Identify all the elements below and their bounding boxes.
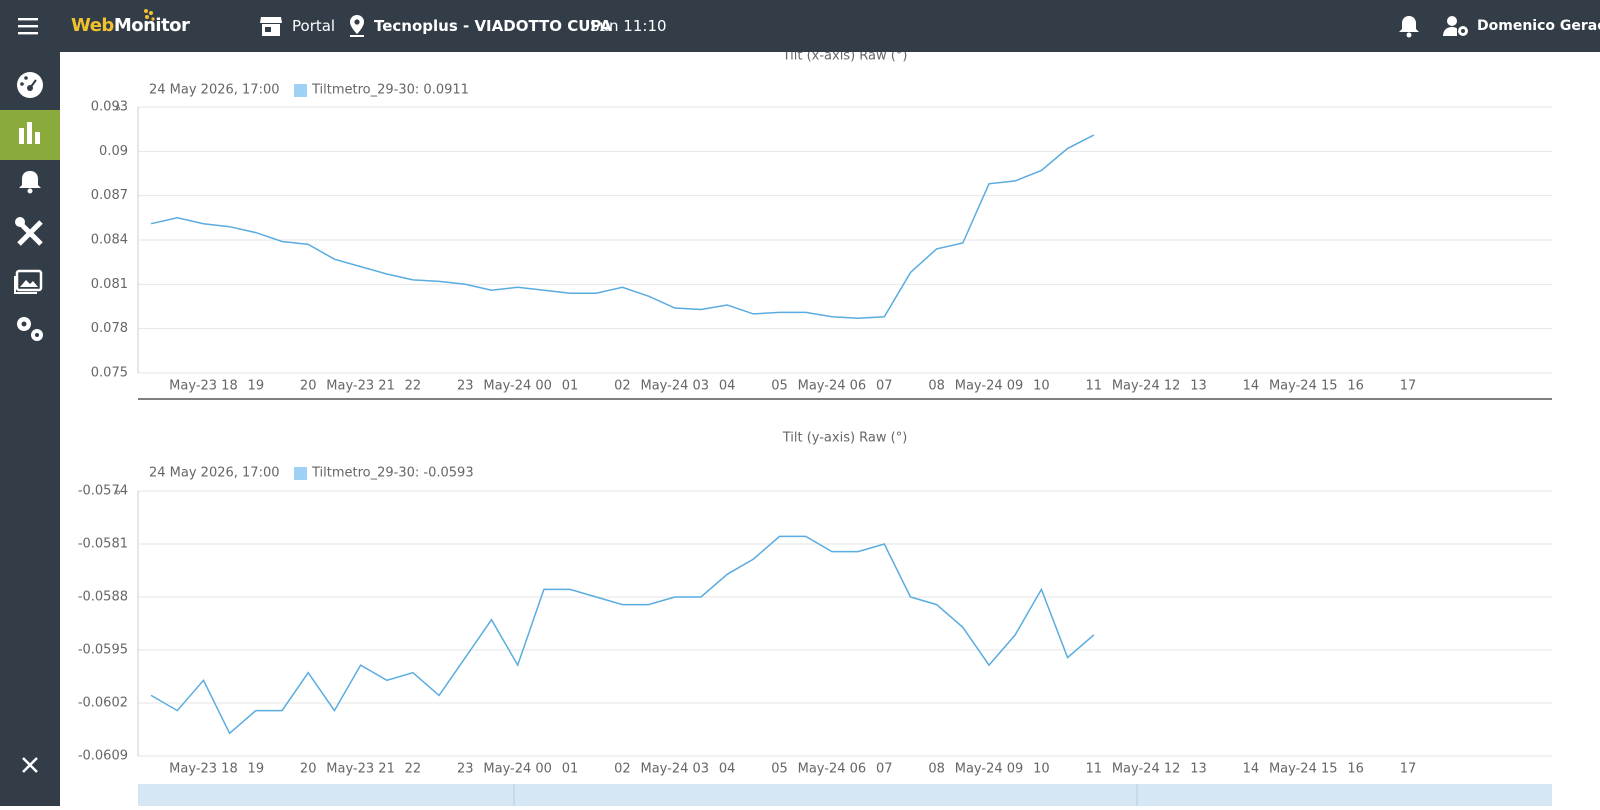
- y-tick-label: -0.0609: [78, 749, 128, 764]
- x-tick-label: 08: [928, 762, 945, 777]
- x-tick-label: 14: [1243, 379, 1260, 394]
- x-tick-label: May-24 03: [641, 762, 710, 777]
- tooltip-date: 24 May 2026, 17:00: [149, 83, 280, 98]
- settings-button[interactable]: [17, 317, 43, 341]
- x-tick-label: 16: [1347, 379, 1364, 394]
- x-tick-label: 17: [1400, 379, 1417, 394]
- x-tick-label: May-24 03: [641, 379, 710, 394]
- y-tick-label: 0.078: [91, 321, 128, 336]
- pin-icon: [350, 15, 364, 37]
- x-tick-label: 19: [248, 379, 265, 394]
- navigator[interactable]: [138, 784, 1552, 806]
- y-tick-label: 0.081: [91, 277, 128, 292]
- x-tick-label: May-23 18: [169, 379, 238, 394]
- tooltip-swatch: [294, 84, 307, 97]
- x-tick-label: May-24 12: [1112, 379, 1181, 394]
- x-tick-label: 01: [562, 379, 579, 394]
- tooltip-swatch: [294, 467, 307, 480]
- x-tick-label: May-24 09: [955, 379, 1024, 394]
- logo-dots: [144, 9, 155, 21]
- x-tick-label: 17: [1400, 762, 1417, 777]
- y-tick-label: 0.093: [91, 100, 128, 115]
- user-name[interactable]: Domenico Gerace: [1477, 18, 1600, 34]
- tooltip-date: 24 May 2026, 17:00: [149, 466, 280, 481]
- x-tick-label: May-24 00: [483, 379, 552, 394]
- user-icon[interactable]: [1443, 14, 1471, 38]
- x-tick-label: 11: [1085, 379, 1102, 394]
- x-tick-label: 22: [405, 379, 422, 394]
- y-tick-label: 0.084: [91, 233, 128, 248]
- x-tick-label: May-24 06: [798, 762, 867, 777]
- x-tick-label: 13: [1190, 379, 1207, 394]
- y-tick-label: -0.0588: [78, 590, 128, 605]
- x-tick-label: May-24 12: [1112, 762, 1181, 777]
- x-tick-label: 20: [300, 762, 317, 777]
- x-tick-label: 23: [457, 379, 474, 394]
- y-axis-label: °: [115, 106, 122, 121]
- dashboard-button[interactable]: [17, 72, 43, 98]
- tooltip-value: Tiltmetro_29-30: 0.0911: [311, 83, 469, 98]
- tooltip-value: Tiltmetro_29-30: -0.0593: [311, 466, 474, 481]
- y-tick-label: -0.0602: [78, 696, 128, 711]
- store-icon: [260, 17, 282, 36]
- y-tick-label: 0.075: [91, 366, 128, 381]
- chart-title: Tilt (x-axis) Raw (°): [782, 49, 908, 64]
- clock: Sun 11:10: [590, 17, 667, 35]
- close-sidebar-button[interactable]: [22, 757, 38, 773]
- chart-title: Tilt (y-axis) Raw (°): [782, 431, 908, 446]
- x-tick-label: May-24 00: [483, 762, 552, 777]
- alarms-button[interactable]: [19, 171, 41, 194]
- x-tick-label: 13: [1190, 762, 1207, 777]
- site-selector[interactable]: Tecnoplus - VIADOTTO CUPA: [374, 17, 612, 35]
- x-tick-label: 04: [719, 762, 736, 777]
- logo-monitor: Monitor: [113, 15, 190, 36]
- sidebar-icons: [0, 72, 60, 773]
- x-tick-label: 14: [1243, 762, 1260, 777]
- x-tick-label: May-23 21: [326, 762, 395, 777]
- logo-web: Web: [71, 15, 114, 36]
- x-tick-label: 16: [1347, 762, 1364, 777]
- sidebar: [0, 52, 60, 806]
- x-tick-label: 10: [1033, 379, 1050, 394]
- x-tick-label: 20: [300, 379, 317, 394]
- y-axis-label: °: [115, 490, 122, 505]
- series-line: [150, 134, 1095, 320]
- x-tick-label: May-24 09: [955, 762, 1024, 777]
- x-tick-label: 05: [771, 762, 788, 777]
- charts-button[interactable]: [0, 110, 60, 160]
- series-line: [150, 535, 1095, 735]
- x-tick-label: 19: [248, 762, 265, 777]
- x-tick-label: May-24 15: [1269, 762, 1338, 777]
- logo[interactable]: WebMonitor: [71, 0, 190, 52]
- x-tick-label: 10: [1033, 762, 1050, 777]
- y-tick-label: -0.0595: [78, 643, 128, 658]
- x-tick-label: 07: [876, 379, 893, 394]
- x-tick-label: 07: [876, 762, 893, 777]
- y-tick-label: 0.087: [91, 188, 128, 203]
- x-tick-label: May-23 18: [169, 762, 238, 777]
- x-tick-label: May-24 06: [798, 379, 867, 394]
- y-tick-label: 0.09: [99, 144, 128, 159]
- gallery-button[interactable]: [14, 269, 43, 294]
- y-tick-label: -0.0581: [78, 537, 128, 552]
- y-tick-label: -0.0574: [78, 484, 128, 499]
- top-bar: WebMonitor Portal Tecnoplus - VIADOTTO C…: [0, 0, 1600, 52]
- x-tick-label: 11: [1085, 762, 1102, 777]
- x-tick-label: 01: [562, 762, 579, 777]
- notifications-button[interactable]: [1398, 14, 1420, 38]
- x-tick-label: May-24 15: [1269, 379, 1338, 394]
- portal-link[interactable]: Portal: [292, 17, 336, 35]
- x-tick-label: 02: [614, 762, 631, 777]
- tools-button[interactable]: [15, 217, 43, 246]
- x-tick-label: 04: [719, 379, 736, 394]
- x-tick-label: 02: [614, 379, 631, 394]
- x-tick-label: 05: [771, 379, 788, 394]
- x-tick-label: 23: [457, 762, 474, 777]
- x-tick-label: 22: [405, 762, 422, 777]
- x-tick-label: May-23 21: [326, 379, 395, 394]
- menu-button[interactable]: [18, 16, 40, 36]
- x-tick-label: 08: [928, 379, 945, 394]
